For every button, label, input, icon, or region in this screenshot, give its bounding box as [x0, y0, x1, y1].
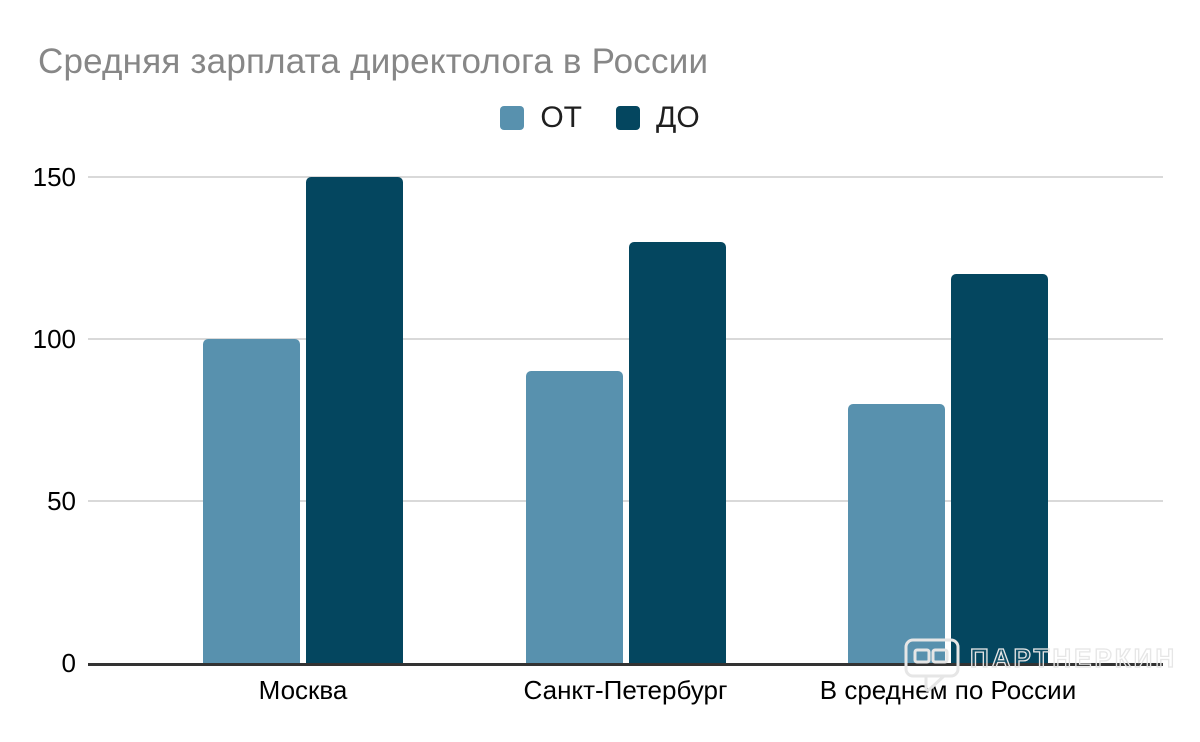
y-tick-label: 50	[47, 485, 76, 516]
partnerkin-logo-icon	[904, 638, 960, 692]
x-axis-label: В среднем по России	[819, 675, 1077, 705]
x-axis-label: Москва	[258, 675, 348, 705]
y-tick-label: 100	[32, 323, 76, 354]
gridline	[88, 499, 1163, 502]
bar-ДО-1	[306, 177, 403, 663]
chart-title: Средняя зарплата директолога в России	[38, 42, 709, 81]
bar-ОТ-3	[848, 403, 945, 663]
legend-label: ДО	[656, 101, 700, 134]
legend: ОТ ДО	[0, 103, 1200, 133]
watermark-text: ПАРТНЕРКИН	[969, 643, 1178, 673]
bar-group	[203, 177, 403, 663]
plot-area	[88, 176, 1163, 666]
legend-swatch	[616, 106, 640, 130]
legend-item-ОТ: ОТ	[500, 103, 582, 133]
watermark: ПАРТНЕРКИН	[902, 634, 1177, 698]
legend-swatch	[500, 106, 525, 130]
y-tick-label: 0	[61, 648, 76, 678]
legend-item-ДО: ДО	[616, 103, 700, 133]
bar-ОТ-1	[203, 339, 300, 663]
legend-label: ОТ	[540, 101, 582, 134]
gridline	[88, 337, 1163, 340]
bar-group	[525, 177, 726, 663]
x-axis-label: Санкт-Петербург	[523, 675, 728, 705]
y-axis: 0 50 100 150	[0, 164, 76, 676]
gridline	[88, 176, 1163, 178]
bar-ДО-3	[951, 274, 1048, 663]
bar-ОТ-2	[525, 371, 623, 663]
x-axis: Москва Санкт-Петербург В среднем по России	[88, 676, 1163, 710]
bar-ДО-2	[628, 241, 726, 663]
y-tick-label: 150	[32, 162, 76, 192]
bar-group	[848, 177, 1048, 663]
